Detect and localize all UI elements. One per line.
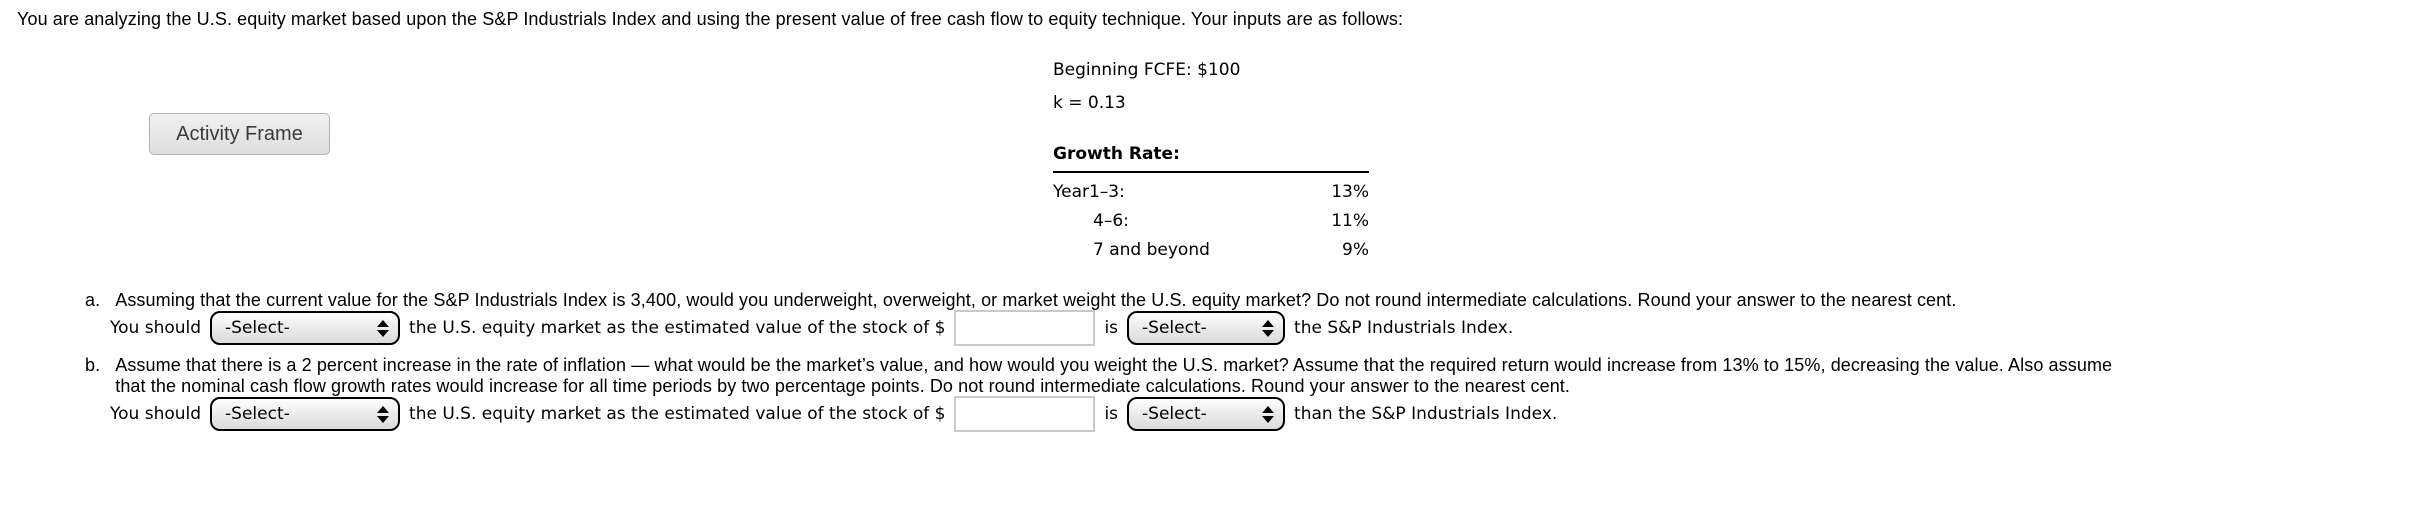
- activity-frame-button[interactable]: Activity Frame: [149, 113, 330, 155]
- question-b-text: Assume that there is a 2 percent increas…: [115, 355, 2112, 397]
- growth-row-value: 9%: [1342, 240, 1369, 260]
- answer-b-suffix: than the S&P Industrials Index.: [1294, 404, 1558, 424]
- growth-row-label: Year1–3:: [1053, 182, 1125, 202]
- comparison-select-b[interactable]: -Select-: [1127, 397, 1286, 431]
- question-b: b. Assume that there is a 2 percent incr…: [85, 355, 2112, 397]
- answer-a-middle: the U.S. equity market as the estimated …: [409, 318, 946, 338]
- answer-a-prefix: You should: [110, 318, 202, 338]
- select-arrows-icon: [377, 405, 390, 423]
- question-a-marker: a.: [85, 290, 101, 310]
- growth-row-year4-6: 4–6: 11%: [1053, 202, 1369, 231]
- weight-select-b-value: -Select-: [225, 404, 290, 424]
- growth-row-year1-3: Year1–3: 13%: [1053, 173, 1369, 202]
- select-arrows-icon: [1262, 319, 1275, 337]
- growth-rate-header: Growth Rate:: [1053, 144, 1369, 173]
- weight-select-a[interactable]: -Select-: [210, 311, 401, 345]
- growth-row-value: 13%: [1331, 182, 1369, 202]
- select-arrows-icon: [1262, 405, 1275, 423]
- question-b-line2: that the nominal cash flow growth rates …: [115, 376, 1571, 396]
- comparison-select-a-value: -Select-: [1142, 318, 1207, 338]
- growth-row-label: 7 and beyond: [1093, 240, 1210, 260]
- question-a: a. Assuming that the current value for t…: [85, 290, 1956, 311]
- growth-rate-table: Growth Rate: Year1–3: 13% 4–6: 11% 7 and…: [1053, 144, 1369, 260]
- question-b-marker: b.: [85, 355, 101, 375]
- weight-select-a-value: -Select-: [225, 318, 290, 338]
- stock-value-input-b[interactable]: [954, 396, 1096, 432]
- required-return-line: k = 0.13: [1053, 93, 1126, 113]
- answer-b-connector: is: [1104, 404, 1119, 424]
- activity-frame-label: Activity Frame: [176, 122, 303, 145]
- answer-b-middle: the U.S. equity market as the estimated …: [409, 404, 946, 424]
- comparison-select-b-value: -Select-: [1142, 404, 1207, 424]
- beginning-fcfe-line: Beginning FCFE: $100: [1053, 60, 1241, 80]
- select-arrows-icon: [377, 319, 390, 337]
- answer-a-connector: is: [1104, 318, 1119, 338]
- growth-row-year7-beyond: 7 and beyond 9%: [1053, 231, 1369, 260]
- stock-value-input-a[interactable]: [954, 310, 1096, 346]
- question-b-line1: Assume that there is a 2 percent increas…: [115, 355, 2113, 375]
- weight-select-b[interactable]: -Select-: [210, 397, 401, 431]
- answer-row-b: You should -Select- the U.S. equity mark…: [110, 396, 1557, 432]
- question-a-text: Assuming that the current value for the …: [115, 290, 1957, 310]
- answer-row-a: You should -Select- the U.S. equity mark…: [110, 310, 1513, 346]
- answer-a-suffix: the S&P Industrials Index.: [1294, 318, 1514, 338]
- growth-row-label: 4–6:: [1093, 211, 1129, 231]
- comparison-select-a[interactable]: -Select-: [1127, 311, 1286, 345]
- growth-row-value: 11%: [1331, 211, 1369, 231]
- inputs-panel: Beginning FCFE: $100 k = 0.13 Growth Rat…: [1053, 60, 1369, 260]
- answer-b-prefix: You should: [110, 404, 202, 424]
- intro-text: You are analyzing the U.S. equity market…: [17, 9, 1404, 29]
